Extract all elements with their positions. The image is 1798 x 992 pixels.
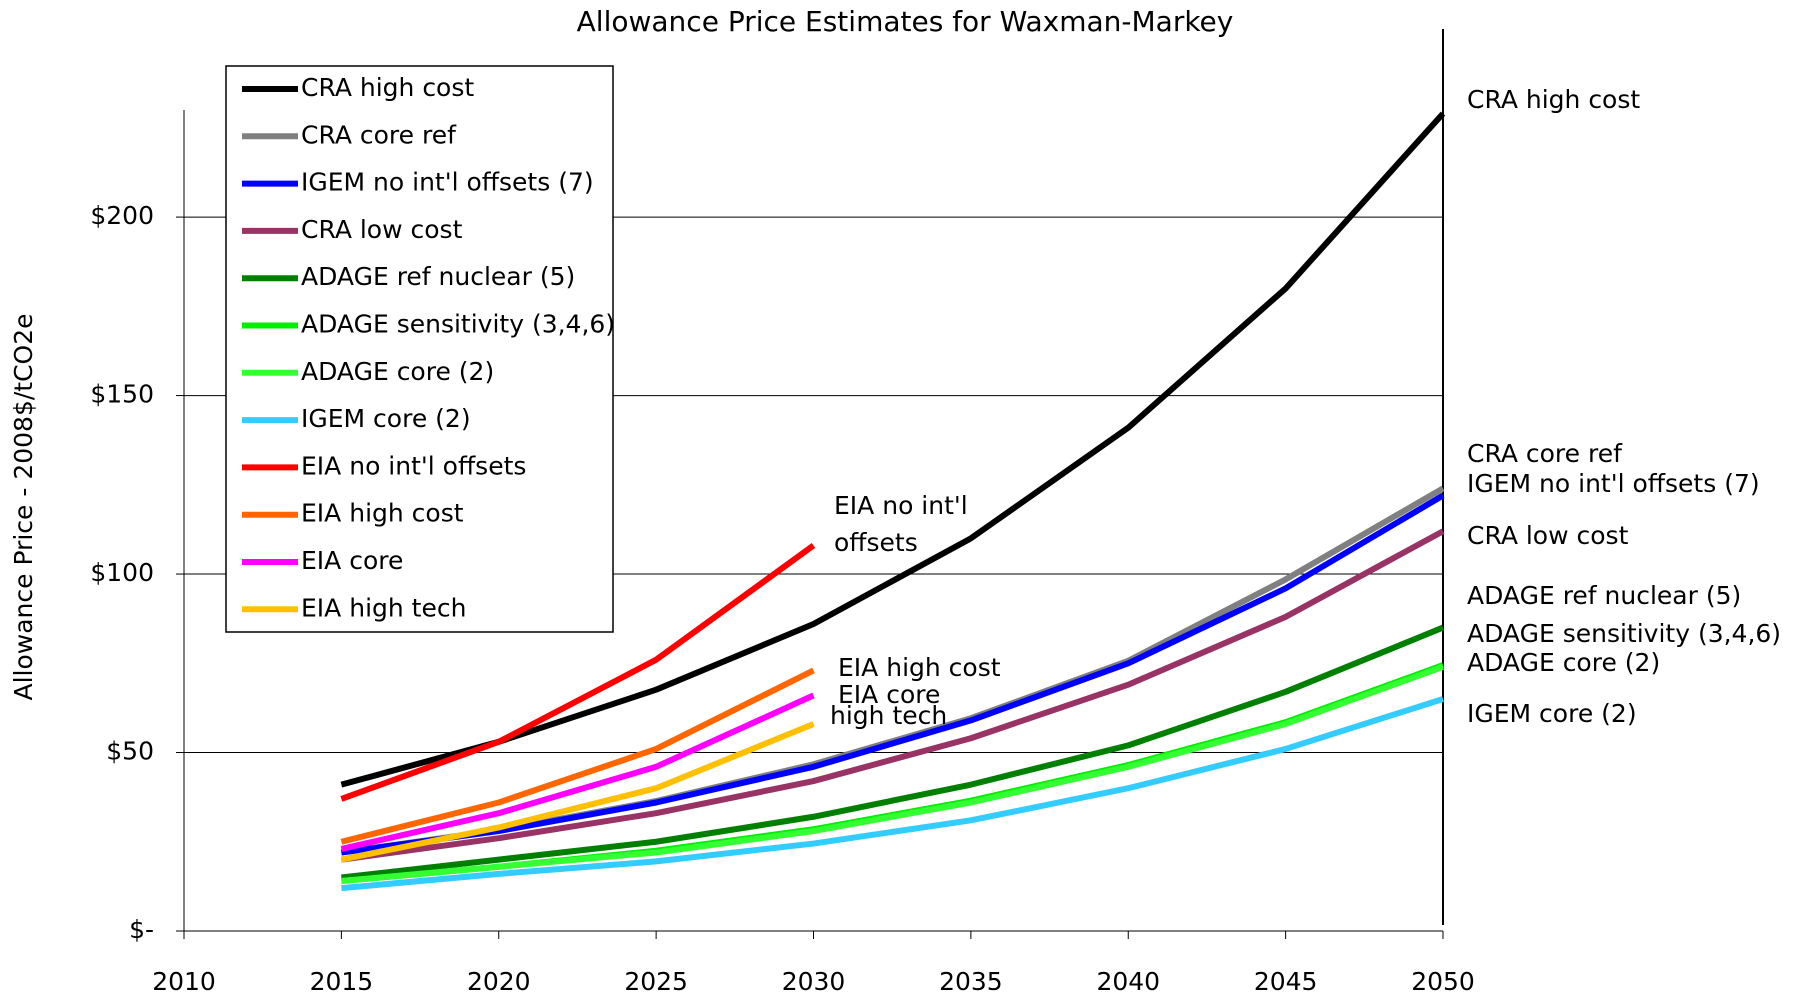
series-line: [340, 528, 1445, 863]
x-tick-label: 2045: [1254, 967, 1318, 992]
legend-label: CRA high cost: [301, 73, 474, 102]
series-line: [340, 492, 1445, 856]
legend-label: EIA core: [301, 546, 403, 575]
annotation: EIA high cost: [838, 653, 1001, 682]
y-tick-label: $50: [106, 737, 154, 766]
series-line: [340, 543, 816, 802]
annotation: IGEM core (2): [1467, 699, 1637, 728]
series-line: [340, 721, 815, 863]
legend-label: CRA low cost: [301, 215, 463, 244]
legend-label: ADAGE ref nuclear (5): [301, 262, 575, 291]
y-axis-label: Allowance Price - 2008$/tCO2e: [9, 313, 38, 700]
series-line: [341, 664, 1445, 885]
legend-label: ADAGE sensitivity (3,4,6): [301, 310, 615, 339]
y-tick-label: $-: [129, 915, 154, 944]
x-tick-label: 2010: [152, 967, 216, 992]
legend-label: CRA core ref: [301, 120, 457, 149]
chart-title: Allowance Price Estimates for Waxman-Mar…: [577, 5, 1234, 38]
series-line: [341, 624, 1445, 881]
series-line: [341, 696, 1444, 892]
x-tick-label: 2020: [467, 967, 531, 992]
legend-label: EIA no int'l offsets: [301, 451, 526, 480]
annotation: CRA core ref: [1467, 439, 1623, 468]
legend-label: IGEM no int'l offsets (7): [301, 168, 594, 197]
legend-label: ADAGE core (2): [301, 357, 494, 386]
legend-label: EIA high cost: [301, 499, 464, 528]
x-tick-label: 2030: [782, 967, 846, 992]
annotation: CRA high cost: [1467, 85, 1640, 114]
y-tick-label: $200: [90, 201, 154, 230]
legend-label: IGEM core (2): [301, 404, 471, 433]
series-line: [340, 111, 1446, 788]
series-line: [340, 692, 815, 852]
annotation: ADAGE core (2): [1467, 648, 1660, 677]
x-tick-label: 2025: [624, 967, 688, 992]
annotation: EIA no int'l: [834, 491, 968, 520]
annotation: ADAGE ref nuclear (5): [1467, 581, 1741, 610]
x-tick-label: 2015: [310, 967, 374, 992]
annotation: EIA core: [838, 680, 940, 709]
y-tick-label: $100: [90, 558, 154, 587]
x-tick-label: 2040: [1096, 967, 1160, 992]
annotation: CRA low cost: [1467, 521, 1629, 550]
annotation: ADAGE sensitivity (3,4,6): [1467, 619, 1781, 648]
legend-box: [225, 65, 614, 633]
annotation: high tech: [830, 701, 947, 730]
annotation: IGEM no int'l offsets (7): [1467, 469, 1760, 498]
annotation: offsets: [834, 528, 918, 557]
legend-label: EIA high tech: [301, 593, 466, 622]
y-tick-label: $150: [90, 380, 154, 409]
x-tick-label: 2050: [1411, 967, 1475, 992]
x-tick-label: 2035: [939, 967, 1003, 992]
series-line: [340, 667, 815, 845]
